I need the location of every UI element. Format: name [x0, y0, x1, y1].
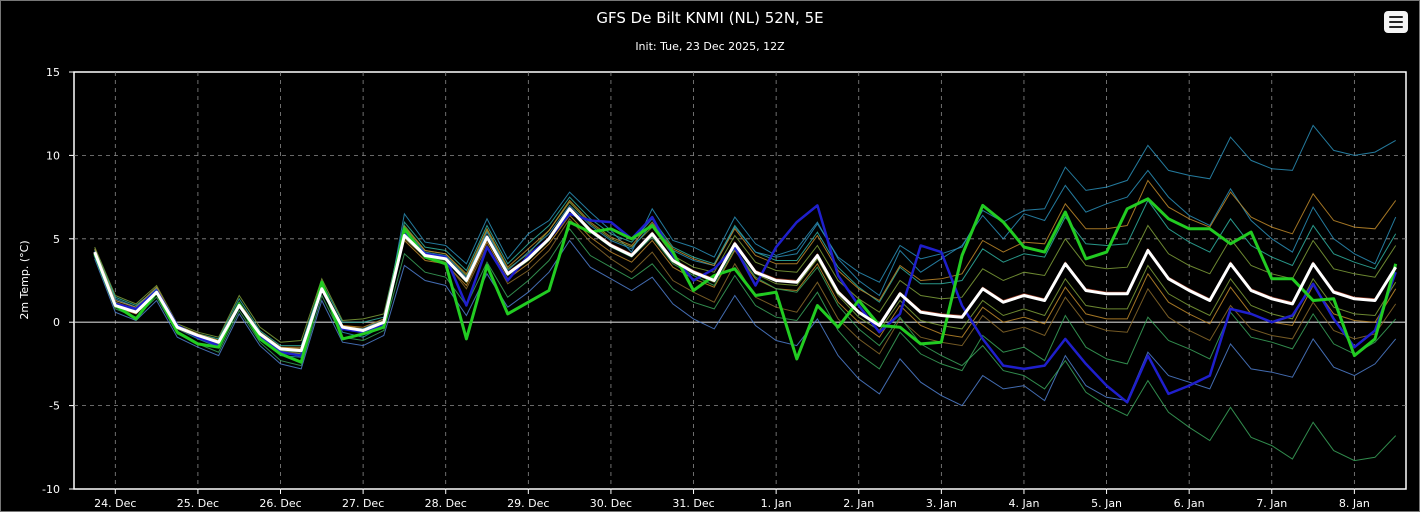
- chart-subtitle: Init: Tue, 23 Dec 2025, 12Z: [635, 40, 785, 53]
- x-tick-label: 7. Jan: [1256, 497, 1287, 510]
- chart-title: GFS De Bilt KNMI (NL) 52N, 5E: [596, 9, 824, 27]
- x-tick-label: 6. Jan: [1174, 497, 1205, 510]
- ensemble-member-line: [94, 124, 1396, 350]
- ensemble-members: [94, 124, 1397, 462]
- x-tick-label: 3. Jan: [926, 497, 957, 510]
- y-tick-label: -10: [42, 483, 60, 496]
- hamburger-menu-icon[interactable]: [1384, 11, 1408, 33]
- plot-area: [73, 71, 1407, 490]
- x-tick-label: 28. Dec: [425, 497, 467, 510]
- x-tick-label: 26. Dec: [259, 497, 301, 510]
- highlight-series: [93, 197, 1398, 404]
- x-tick-label: 30. Dec: [590, 497, 632, 510]
- x-tick-label: 4. Jan: [1008, 497, 1039, 510]
- y-axis-label: 2m Temp. (°C): [18, 240, 31, 319]
- x-tick-label: 1. Jan: [761, 497, 792, 510]
- x-tick-label: 24. Dec: [94, 497, 136, 510]
- operational-series-line: [93, 204, 1397, 404]
- mean-series-line: [93, 207, 1397, 353]
- ensemble-member-line: [94, 201, 1397, 343]
- x-tick-label: 8. Jan: [1339, 497, 1370, 510]
- y-tick-label: 10: [46, 149, 60, 162]
- x-tick-label: 31. Dec: [672, 497, 714, 510]
- x-axis-ticks: 24. Dec 25. Dec 26. Dec 27. Dec 28. Dec 29. D…: [94, 489, 1370, 510]
- x-tick-label: 25. Dec: [177, 497, 219, 510]
- x-tick-label: 29. Dec: [507, 497, 549, 510]
- y-tick-label: 15: [46, 66, 60, 79]
- y-tick-label: 0: [53, 316, 60, 329]
- y-tick-label: -5: [49, 400, 60, 413]
- ensemble-member-line: [94, 239, 1397, 407]
- x-tick-label: 5. Jan: [1091, 497, 1122, 510]
- x-tick-label: 2. Jan: [843, 497, 874, 510]
- y-gridlines: [74, 154, 1406, 407]
- ensemble-member-line: [94, 227, 1397, 372]
- y-tick-label: 5: [53, 233, 60, 246]
- y-axis-ticks: -10 -5 0 5 10 15: [42, 66, 74, 496]
- ensemble-member-line: [94, 196, 1397, 347]
- x-tick-label: 27. Dec: [342, 497, 384, 510]
